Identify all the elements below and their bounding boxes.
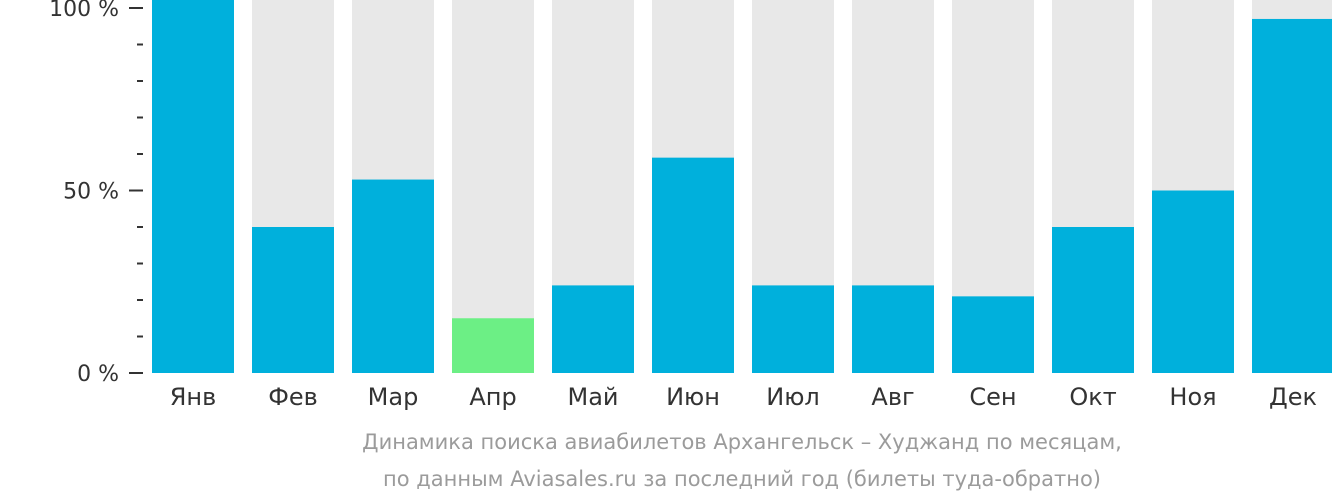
bar-2 (252, 227, 334, 373)
chart-caption-line-1: Динамика поиска авиабилетов Архангельск … (362, 430, 1122, 454)
x-tick-label: Окт (1069, 383, 1116, 411)
data-bars (152, 0, 1332, 373)
bar-7 (752, 285, 834, 373)
y-axis: 0 % 50 % 100 % (49, 0, 143, 387)
x-tick-label: Янв (170, 383, 217, 411)
y-tick-label: 50 % (63, 180, 119, 205)
x-tick-label: Июл (766, 383, 820, 411)
bar-10 (1052, 227, 1134, 373)
x-tick-label: Сен (969, 383, 1016, 411)
x-tick-label: Фев (268, 383, 318, 411)
x-tick-label: Мар (368, 383, 419, 411)
chart-caption-line-2: по данным Aviasales.ru за последний год … (383, 467, 1101, 491)
x-tick-label: Июн (666, 383, 720, 411)
bar-9 (952, 296, 1034, 373)
x-axis-labels: Янв Фев Мар Апр Май Июн Июл Авг Сен Окт Ноя Дек (170, 383, 1317, 411)
bar-background-4 (452, 0, 534, 373)
y-tick-label: 0 % (77, 362, 119, 387)
y-tick-label: 100 % (49, 0, 119, 22)
x-tick-label: Авг (871, 383, 914, 411)
bar-8 (852, 285, 934, 373)
x-tick-label: Ноя (1169, 383, 1216, 411)
bar-11 (1152, 190, 1234, 373)
bar-12 (1252, 18, 1332, 373)
bar-4 (452, 318, 534, 373)
x-tick-label: Апр (469, 383, 516, 411)
x-tick-label: Май (567, 383, 618, 411)
x-tick-label: Дек (1269, 383, 1317, 411)
bar-3 (352, 179, 434, 373)
bar-6 (652, 157, 734, 373)
bar-5 (552, 285, 634, 373)
bar-1 (152, 0, 234, 373)
